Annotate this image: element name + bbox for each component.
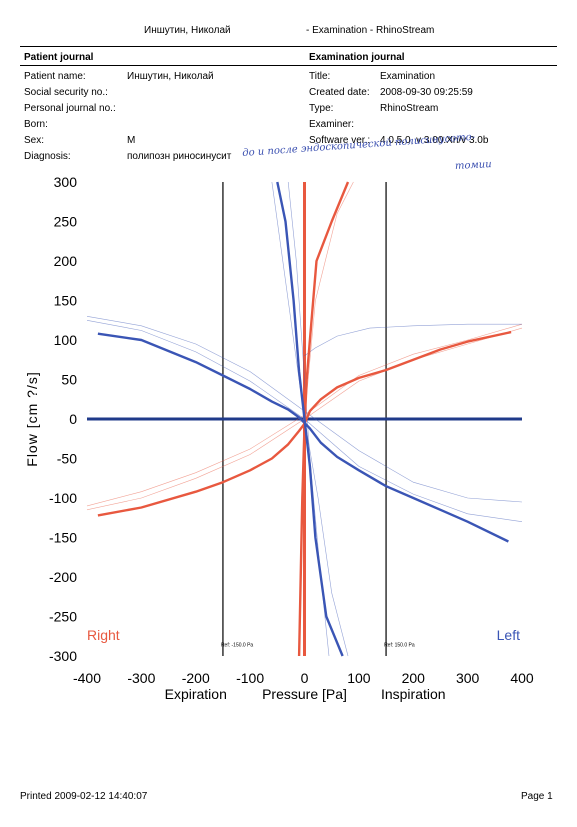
type-value: RhinoStream <box>380 103 439 114</box>
series-left-vertical <box>276 181 344 657</box>
header-title: - Examination - RhinoStream <box>306 25 435 36</box>
series-right-vertical <box>297 181 350 657</box>
x-tick-label: -300 <box>127 670 155 686</box>
x-axis-title: Pressure [Pa] <box>262 686 347 702</box>
x-tick-label: 200 <box>402 670 426 686</box>
sex-label: Sex: <box>24 135 45 146</box>
x-tick-label: 400 <box>510 670 534 686</box>
y-tick-label: 100 <box>54 332 78 348</box>
y-tick-label: 0 <box>69 411 77 427</box>
header-rule <box>20 46 557 47</box>
exam-title-value: Examination <box>380 71 436 82</box>
inspiration-label: Inspiration <box>381 686 446 702</box>
examination-journal-heading: Examination journal <box>309 52 405 63</box>
y-tick-label: -150 <box>49 530 77 546</box>
born-label: Born: <box>24 119 48 130</box>
journal-rule <box>20 65 557 66</box>
x-tick-label: 0 <box>301 670 309 686</box>
page-number: Page 1 <box>521 791 553 802</box>
y-tick-label: -50 <box>57 451 77 467</box>
y-tick-label: -250 <box>49 609 77 625</box>
y-tick-label: 250 <box>54 214 78 230</box>
type-label: Type: <box>309 103 334 114</box>
ssn-label: Social security no.: <box>24 87 108 98</box>
diagnosis-value: полипозн риносинусит <box>127 151 232 162</box>
sex-value: M <box>127 135 136 146</box>
software-label: Software ver.: <box>309 135 371 146</box>
y-tick-label: -200 <box>49 569 77 585</box>
x-tick-label: -400 <box>73 670 101 686</box>
personal-journal-label: Personal journal no.: <box>24 103 116 114</box>
x-tick-label: -200 <box>182 670 210 686</box>
expiration-label: Expiration <box>165 686 227 702</box>
header-patient-name: Иншутин, Николай <box>144 25 231 36</box>
examiner-label: Examiner: <box>309 119 355 130</box>
y-axis-title: Flow [cm ?/s] <box>24 371 40 466</box>
y-tick-label: -300 <box>49 648 77 664</box>
y-tick-label: 300 <box>54 174 78 190</box>
exam-title-label: Title: <box>309 71 331 82</box>
x-tick-label: 300 <box>456 670 480 686</box>
y-tick-label: 50 <box>61 372 77 388</box>
created-date-value: 2008-09-30 09:25:59 <box>380 87 473 98</box>
printed-timestamp: Printed 2009-02-12 14:40:07 <box>20 791 148 802</box>
x-tick-label: 100 <box>347 670 371 686</box>
y-tick-label: -100 <box>49 490 77 506</box>
patient-name-label: Patient name: <box>24 71 86 82</box>
y-tick-label: 150 <box>54 293 78 309</box>
created-date-label: Created date: <box>309 87 370 98</box>
diagnosis-label: Diagnosis: <box>24 151 71 162</box>
x-tick-label: -100 <box>236 670 264 686</box>
software-value: 4.0.5.0, v 3.00.Xn/v 3.0b <box>380 135 489 146</box>
patient-journal-heading: Patient journal <box>24 52 94 63</box>
right-side-label: Right <box>87 627 120 643</box>
series-left <box>97 332 509 543</box>
patient-name-value: Иншутин, Николай <box>127 71 214 82</box>
series-right <box>97 330 512 517</box>
ref-left-label: Ref: -150.0 Pa <box>221 643 253 649</box>
y-tick-label: 200 <box>54 253 78 269</box>
faint-trace <box>304 323 522 357</box>
ref-right-label: Ref: 150.0 Pa <box>384 643 415 649</box>
left-side-label: Left <box>497 627 520 643</box>
